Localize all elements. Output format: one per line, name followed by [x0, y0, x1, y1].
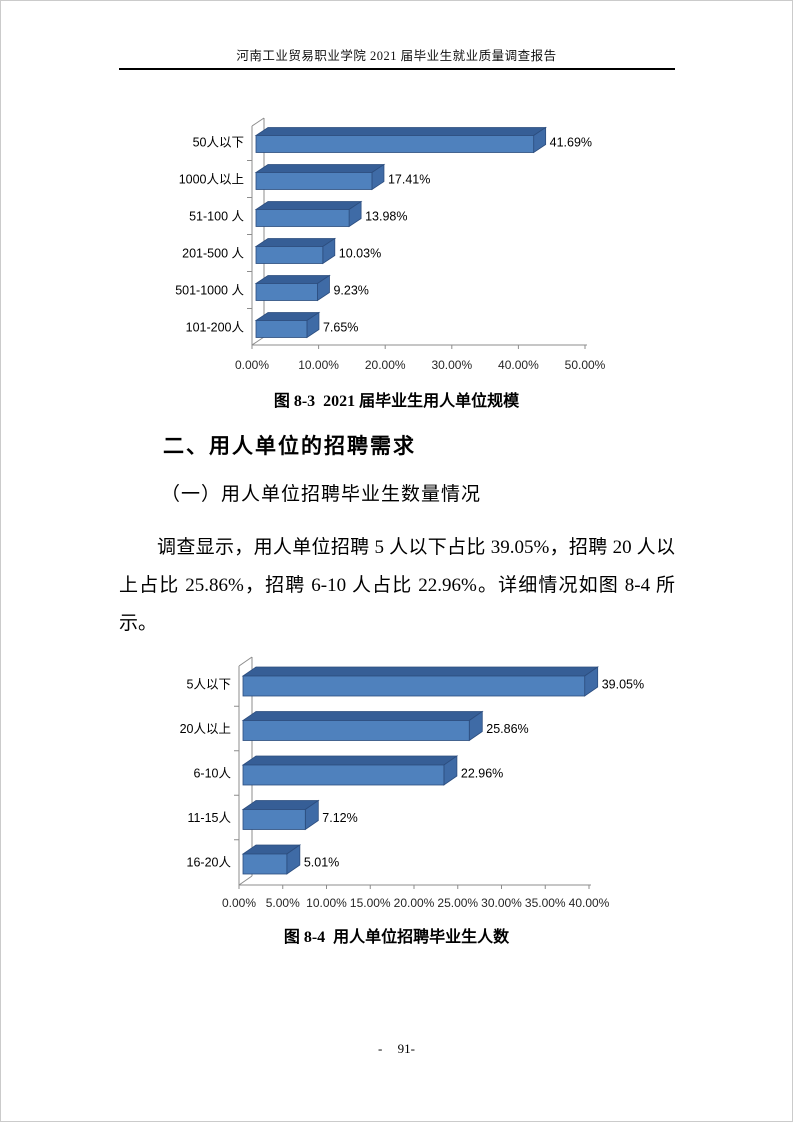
bar-top-face	[254, 275, 331, 284]
section-heading: 二、用人单位的招聘需求	[163, 435, 416, 458]
chart-canvas: 0.00% 10.00% 20.00% 30.00% 40.00% 50.00% 50人以下…	[175, 117, 606, 372]
bar-front-face	[242, 675, 586, 697]
bar-top-face	[254, 127, 547, 136]
bar-front-face	[255, 172, 373, 190]
bar-value-label: 9.23%	[333, 284, 368, 298]
x-tick-label: 35.00%	[525, 896, 566, 910]
x-tick-label: 15.00%	[350, 896, 391, 910]
bar-front-face	[255, 246, 324, 264]
page-number: - 91-	[378, 1041, 415, 1056]
category-label: 1000人以上	[179, 173, 244, 187]
bar-front-face	[255, 209, 350, 227]
bar-value-label: 10.03%	[339, 247, 381, 261]
bar-value-label: 17.41%	[388, 173, 430, 187]
bar-top-face	[254, 238, 337, 247]
bar-top-face	[254, 164, 386, 173]
bar-top-face	[241, 755, 459, 766]
bar-value-label: 5.01%	[304, 856, 339, 870]
category-label: 50人以下	[193, 136, 244, 150]
x-tick-label: 0.00%	[235, 358, 269, 372]
category-label: 101-200人	[186, 321, 245, 335]
bar-value-label: 13.98%	[365, 210, 407, 224]
figure-8-4-caption: 图 8-4 用人单位招聘毕业生人数	[283, 929, 510, 946]
body-paragraph: 调查显示，用人单位招聘 5 人以下占比 39.05%，招聘 20 人以上占比 2…	[119, 537, 675, 634]
x-tick-label: 10.00%	[298, 358, 339, 372]
category-label: 11-15人	[187, 811, 231, 825]
category-label: 20人以上	[180, 722, 231, 736]
x-tick-label: 5.00%	[266, 896, 300, 910]
wall-floor-edge	[251, 336, 265, 346]
figure-8-4-chart: 0.00% 5.00% 10.00% 15.00% 20.00% 25.00% 30.00%…	[164, 646, 669, 926]
wall-top-edge	[251, 117, 265, 127]
page-header-title: 河南工业贸易职业学院 2021 届毕业生就业质量调查报告	[236, 49, 557, 63]
wall-floor-edge	[238, 875, 253, 886]
bar-value-label: 25.86%	[486, 722, 528, 736]
bar-front-face	[242, 853, 288, 875]
bar-value-label: 41.69%	[550, 136, 592, 150]
x-tick-label: 30.00%	[481, 896, 522, 910]
bar-top-face	[254, 201, 363, 210]
bar-top-face	[241, 666, 599, 677]
bar-value-label: 7.65%	[323, 321, 358, 335]
x-tick-label: 10.00%	[306, 896, 347, 910]
category-label: 5人以下	[187, 678, 231, 692]
category-label: 51-100 人	[189, 210, 244, 224]
x-tick-label: 25.00%	[437, 896, 478, 910]
bar-value-label: 7.12%	[322, 811, 357, 825]
x-tick-label: 20.00%	[365, 358, 406, 372]
figure-8-3-caption: 图 8-3 2021 届毕业生用人单位规模	[273, 393, 520, 410]
bar-front-face	[255, 135, 535, 153]
bar-front-face	[255, 320, 308, 338]
x-tick-label: 20.00%	[394, 896, 435, 910]
category-label: 501-1000 人	[175, 284, 244, 298]
x-tick-label: 40.00%	[569, 896, 610, 910]
x-tick-label: 40.00%	[498, 358, 539, 372]
bar-front-face	[255, 283, 318, 301]
category-label: 201-500 人	[182, 247, 244, 261]
bar-front-face	[242, 764, 445, 786]
chart-canvas: 0.00% 5.00% 10.00% 15.00% 20.00% 25.00% 30.00%…	[180, 656, 644, 910]
wall-top-edge	[238, 656, 253, 667]
x-tick-label: 50.00%	[565, 358, 606, 372]
section-subheading: （一）用人单位招聘毕业生数量情况	[161, 484, 482, 505]
category-label: 16-20人	[187, 856, 232, 870]
x-tick-label: 0.00%	[222, 896, 256, 910]
header-rule	[119, 68, 675, 70]
bar-top-face	[241, 711, 484, 721]
bar-value-label: 22.96%	[461, 767, 503, 781]
category-label: 6-10人	[193, 767, 231, 781]
x-tick-label: 30.00%	[431, 358, 472, 372]
bar-front-face	[242, 720, 470, 741]
bar-value-label: 39.05%	[602, 678, 644, 692]
bar-front-face	[242, 809, 306, 830]
figure-8-3-chart: 0.00% 10.00% 20.00% 30.00% 40.00% 50.00% 50人以下…	[169, 93, 639, 386]
